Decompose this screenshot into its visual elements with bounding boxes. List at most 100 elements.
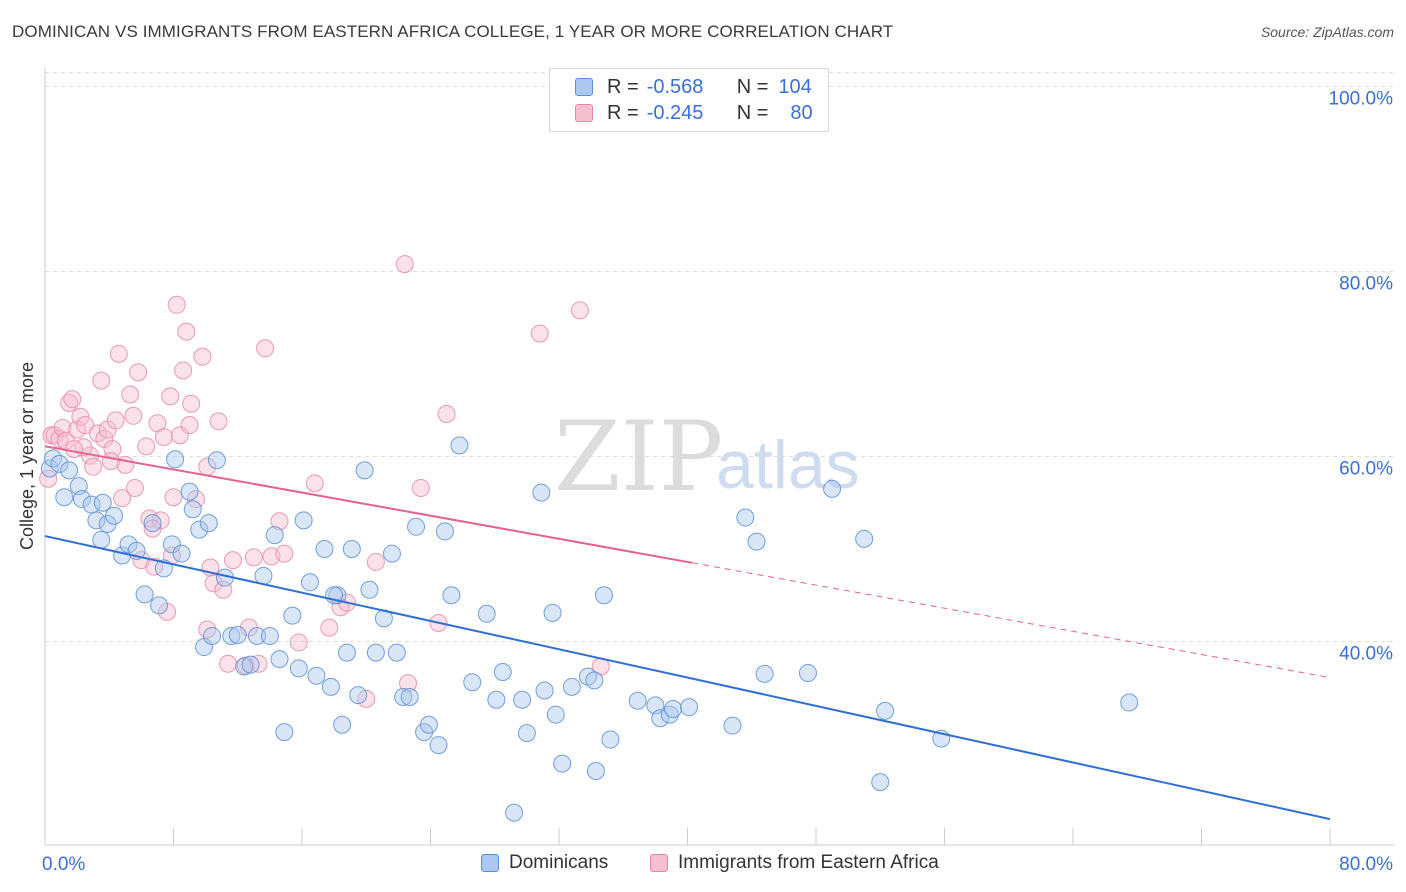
dominican-points bbox=[40, 436, 1139, 822]
dominican-point bbox=[586, 762, 605, 780]
dominican-point bbox=[93, 493, 112, 512]
eastern-africa-point bbox=[76, 416, 95, 435]
dominican-point bbox=[270, 650, 289, 669]
eastern-africa-point bbox=[193, 347, 212, 366]
dominican-point bbox=[150, 596, 169, 615]
eastern-africa-point bbox=[143, 519, 162, 538]
dominican-point bbox=[435, 522, 454, 541]
dominican-point bbox=[275, 723, 294, 742]
watermark-zip: ZIP bbox=[554, 401, 723, 513]
eastern-africa-point bbox=[121, 385, 140, 404]
dominican-point bbox=[517, 724, 536, 743]
dominican-point bbox=[50, 454, 69, 473]
eastern-africa-point bbox=[275, 544, 294, 563]
dominican-point bbox=[203, 626, 222, 645]
dominican-point bbox=[40, 459, 59, 478]
correlation-legend: R = -0.568 N = 104 R = -0.245 N = 80 bbox=[549, 68, 829, 132]
dominican-point bbox=[487, 690, 506, 709]
eastern-africa-point bbox=[186, 490, 205, 509]
bottom-legend-dominicans: Dominicans bbox=[481, 852, 608, 874]
dominican-point bbox=[355, 461, 374, 480]
dominican-point bbox=[651, 709, 670, 728]
dominican-point bbox=[513, 690, 532, 709]
legend-swatch-pink bbox=[575, 104, 593, 122]
eastern-africa-point bbox=[395, 255, 414, 274]
axis-layer: 40.0% 60.0% 80.0% 100.0% 0.0% 80.0% bbox=[42, 68, 1394, 875]
chart-source: Source: ZipAtlas.com bbox=[1260, 24, 1394, 40]
dominican-point bbox=[876, 701, 895, 720]
eastern-africa-point bbox=[64, 440, 83, 459]
eastern-africa-point bbox=[154, 428, 173, 447]
y-axis-label: College, 1 year or more bbox=[17, 362, 37, 550]
dominican-point bbox=[248, 626, 267, 645]
dominican-point bbox=[349, 686, 368, 705]
legend-r-label: R = bbox=[607, 75, 639, 98]
y-tick-label: 100.0% bbox=[1329, 89, 1394, 110]
eastern-africa-point bbox=[137, 437, 156, 456]
eastern-africa-point bbox=[366, 552, 385, 571]
dominican-point bbox=[400, 688, 419, 706]
eastern-africa-point bbox=[92, 371, 111, 390]
y-tick-label: 60.0% bbox=[1339, 459, 1393, 480]
dominican-point bbox=[315, 540, 334, 558]
dominican-point bbox=[419, 715, 438, 734]
eastern-africa-point bbox=[174, 361, 193, 380]
dominican-point bbox=[260, 626, 279, 645]
bottom-legend-label: Immigrants from Eastern Africa bbox=[678, 852, 939, 873]
dominican-point bbox=[477, 604, 496, 623]
dominican-point bbox=[660, 705, 679, 724]
eastern-africa-point bbox=[125, 478, 144, 497]
x-tick-label-min: 0.0% bbox=[42, 854, 85, 875]
dominican-point bbox=[429, 736, 448, 755]
watermark-atlas: atlas bbox=[716, 427, 860, 503]
trend-lines bbox=[44, 445, 1331, 821]
eastern-africa-point bbox=[289, 633, 308, 652]
eastern-africa-point bbox=[161, 387, 180, 406]
dominican-point bbox=[135, 585, 154, 604]
dominican-point bbox=[407, 517, 426, 536]
dominican-point bbox=[105, 506, 124, 525]
eastern-africa-point bbox=[63, 390, 82, 409]
eastern-africa-point bbox=[109, 344, 128, 363]
eastern-africa-point bbox=[399, 674, 418, 693]
eastern-africa-point bbox=[530, 324, 549, 343]
dominican-point bbox=[546, 705, 565, 724]
eastern-africa-point bbox=[209, 412, 228, 431]
dominican-point bbox=[1120, 693, 1139, 712]
eastern-africa-point bbox=[223, 551, 242, 570]
dominican-point bbox=[60, 461, 79, 480]
eastern-africa-point bbox=[177, 322, 196, 341]
eastern-africa-point bbox=[244, 548, 263, 567]
dominican-point bbox=[289, 659, 308, 678]
dominican-point bbox=[680, 698, 699, 717]
legend-n-value: 80 bbox=[790, 101, 813, 124]
eastern-africa-trend-line-dashed bbox=[692, 562, 1331, 679]
eastern-africa-point bbox=[129, 363, 148, 382]
eastern-africa-point bbox=[84, 457, 103, 476]
dominican-point bbox=[143, 514, 162, 533]
dominican-point bbox=[337, 643, 356, 662]
x-tick-label-max: 80.0% bbox=[1339, 854, 1393, 875]
dominican-point bbox=[394, 688, 413, 706]
dominican-point bbox=[294, 511, 313, 530]
legend-row-dominicans: R = -0.568 N = 104 bbox=[550, 74, 812, 100]
eastern-africa-point bbox=[164, 488, 183, 507]
legend-r-value: -0.245 bbox=[646, 101, 704, 124]
eastern-africa-point bbox=[320, 618, 339, 637]
dominican-point bbox=[241, 655, 260, 674]
dominican-point bbox=[190, 520, 209, 539]
dominican-point bbox=[87, 511, 106, 530]
eastern-africa-point bbox=[106, 411, 125, 430]
eastern-africa-point bbox=[180, 416, 199, 435]
eastern-africa-point bbox=[270, 512, 289, 531]
dominican-point bbox=[594, 586, 613, 605]
dominican-point bbox=[72, 490, 91, 509]
dominican-point bbox=[553, 754, 572, 773]
bottom-legend-label: Dominicans bbox=[509, 852, 609, 873]
eastern-africa-point bbox=[101, 452, 120, 471]
dominican-point bbox=[798, 663, 817, 682]
dominican-point bbox=[505, 803, 524, 822]
dominican-point bbox=[254, 566, 273, 585]
dominican-point bbox=[222, 626, 241, 645]
